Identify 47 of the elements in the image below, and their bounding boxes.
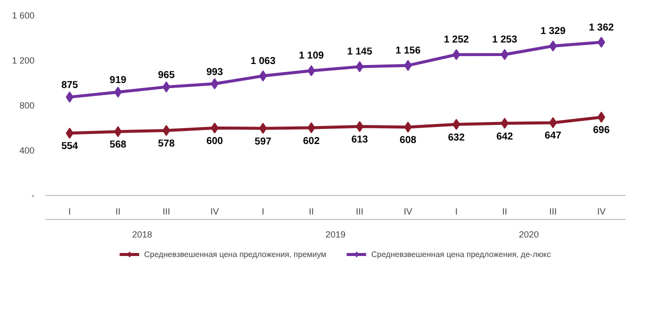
x-tick-label: IV [404, 206, 412, 216]
data-label: 1 156 [395, 45, 421, 56]
y-tick-label: 1 600 [12, 10, 35, 20]
data-label: 993 [206, 66, 224, 78]
data-label: 1 252 [444, 34, 470, 46]
y-tick-label: 800 [19, 100, 35, 110]
x-tick-label: IV [210, 206, 219, 216]
y-tick-label: - [32, 190, 35, 200]
data-label: 1 329 [540, 26, 566, 37]
text: 2018 [132, 230, 152, 240]
text: 2020 [518, 230, 539, 240]
data-label: 1 362 [588, 22, 614, 34]
data-label: 1 145 [347, 46, 373, 58]
x-tick-label: II [308, 206, 314, 216]
data-label: 568 [110, 140, 127, 151]
data-label: 875 [61, 80, 78, 92]
x-tick-label: I [68, 206, 71, 216]
data-label: 919 [110, 75, 127, 86]
x-tick-label: IV [597, 206, 606, 216]
x-tick-label: III [356, 206, 364, 216]
data-label: 608 [400, 135, 417, 146]
data-label: 613 [351, 134, 368, 146]
data-label: 1 253 [492, 34, 518, 46]
x-tick-label: III [549, 206, 557, 216]
x-tick-label: III [162, 206, 170, 216]
x-tick-label: II [116, 206, 121, 216]
legend-label: Средневзвешенная цена предложения, премиум [144, 248, 326, 260]
legend-label: Средневзвешенная цена предложения, де-люкс [371, 248, 551, 260]
data-label: 696 [592, 125, 610, 136]
y-tick-label: 400 [19, 146, 35, 156]
data-label: 602 [302, 136, 320, 147]
data-label: 1 063 [250, 56, 276, 67]
data-label: 597 [254, 136, 272, 148]
data-label: 647 [544, 130, 562, 142]
x-tick-label: II [502, 206, 508, 216]
data-label: 965 [158, 70, 176, 81]
x-tick-label: I [262, 206, 264, 216]
data-label: 578 [158, 138, 176, 150]
y-tick-label: 1 200 [12, 56, 35, 66]
text: 2019 [325, 230, 346, 240]
data-label: 554 [61, 141, 78, 152]
data-label: 600 [206, 136, 224, 147]
data-label: 632 [448, 132, 466, 144]
data-label: 642 [496, 131, 514, 142]
point [210, 122, 218, 134]
data-label: 1 109 [298, 50, 324, 62]
x-tick-label: I [455, 206, 458, 216]
